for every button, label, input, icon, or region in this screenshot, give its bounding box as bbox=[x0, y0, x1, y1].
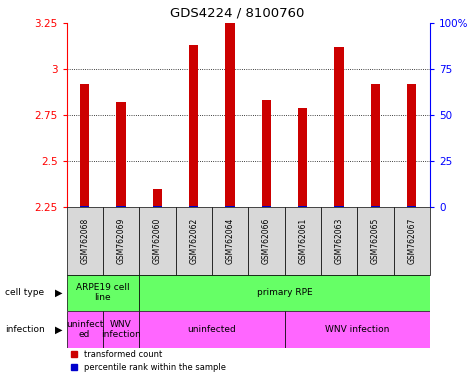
Bar bbox=[116, 102, 125, 207]
Bar bbox=[371, 206, 380, 207]
Text: GSM762067: GSM762067 bbox=[407, 218, 416, 264]
Bar bbox=[176, 207, 212, 275]
Text: GSM762069: GSM762069 bbox=[116, 218, 125, 264]
Bar bbox=[393, 207, 430, 275]
Bar bbox=[80, 84, 89, 207]
Text: GDS4224 / 8100760: GDS4224 / 8100760 bbox=[171, 7, 304, 20]
Bar bbox=[262, 206, 271, 207]
Bar bbox=[262, 101, 271, 207]
Text: GSM762063: GSM762063 bbox=[334, 218, 343, 264]
Text: GSM762062: GSM762062 bbox=[189, 218, 198, 264]
Text: ARPE19 cell
line: ARPE19 cell line bbox=[76, 283, 130, 303]
Bar bbox=[334, 47, 343, 207]
Text: WNV infection: WNV infection bbox=[325, 325, 390, 334]
Text: uninfect
ed: uninfect ed bbox=[66, 319, 104, 339]
Text: primary RPE: primary RPE bbox=[256, 288, 313, 297]
Bar bbox=[371, 84, 380, 207]
Text: ▶: ▶ bbox=[55, 324, 62, 334]
Bar bbox=[189, 206, 198, 207]
Bar bbox=[80, 206, 89, 207]
Bar bbox=[407, 84, 416, 207]
Bar bbox=[226, 23, 235, 207]
Text: GSM762060: GSM762060 bbox=[153, 218, 162, 264]
Text: GSM762064: GSM762064 bbox=[226, 218, 235, 264]
Bar bbox=[139, 275, 430, 311]
Legend: transformed count, percentile rank within the sample: transformed count, percentile rank withi… bbox=[71, 350, 226, 372]
Bar bbox=[407, 206, 416, 207]
Bar bbox=[153, 206, 162, 207]
Text: GSM762061: GSM762061 bbox=[298, 218, 307, 264]
Bar bbox=[298, 206, 307, 207]
Bar bbox=[103, 207, 139, 275]
Bar bbox=[116, 206, 125, 207]
Text: cell type: cell type bbox=[5, 288, 44, 297]
Text: GSM762068: GSM762068 bbox=[80, 218, 89, 264]
Text: uninfected: uninfected bbox=[188, 325, 236, 334]
Bar bbox=[298, 108, 307, 207]
Bar bbox=[226, 206, 235, 207]
Bar bbox=[139, 311, 285, 348]
Bar bbox=[66, 275, 139, 311]
Text: GSM762066: GSM762066 bbox=[262, 218, 271, 264]
Bar bbox=[189, 45, 198, 207]
Bar bbox=[212, 207, 248, 275]
Bar bbox=[334, 206, 343, 207]
Bar bbox=[248, 207, 285, 275]
Bar bbox=[357, 207, 393, 275]
Bar bbox=[66, 311, 103, 348]
Bar bbox=[285, 311, 430, 348]
Bar bbox=[139, 207, 176, 275]
Bar bbox=[321, 207, 357, 275]
Text: GSM762065: GSM762065 bbox=[371, 218, 380, 264]
Text: WNV
infection: WNV infection bbox=[101, 319, 141, 339]
Bar bbox=[66, 207, 103, 275]
Text: ▶: ▶ bbox=[55, 288, 62, 298]
Text: infection: infection bbox=[5, 325, 45, 334]
Bar bbox=[285, 207, 321, 275]
Bar bbox=[103, 311, 139, 348]
Bar bbox=[153, 189, 162, 207]
